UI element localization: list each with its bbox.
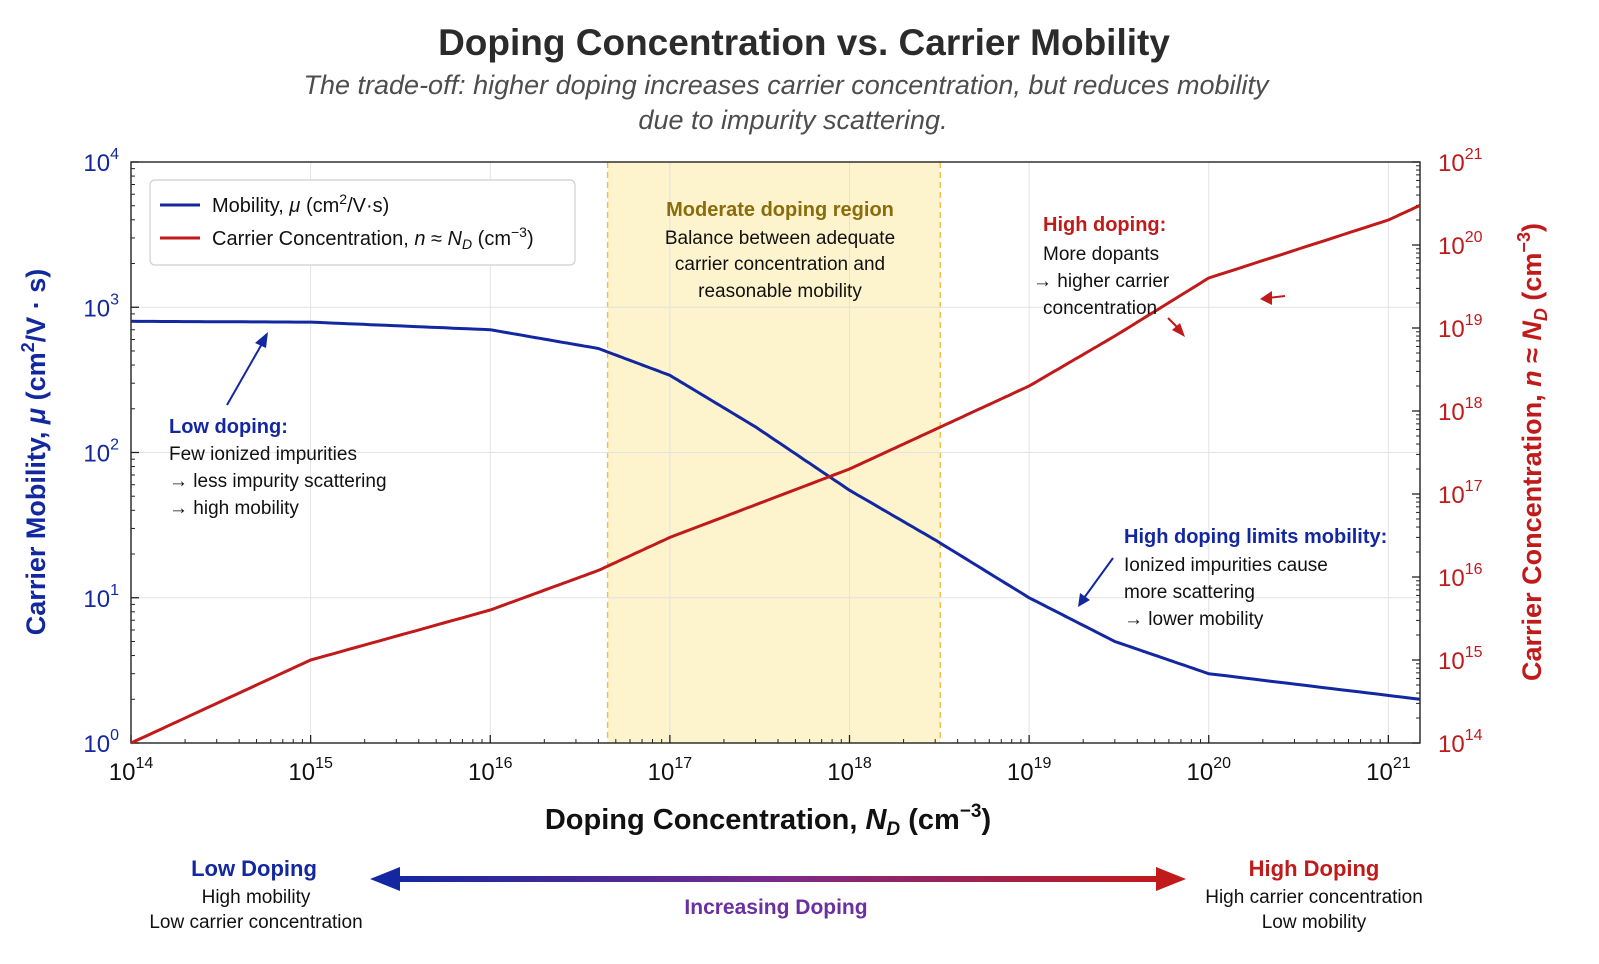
increasing-doping-arrowhead-left bbox=[370, 867, 400, 891]
chart-subtitle-line2: due to impurity scattering. bbox=[638, 105, 947, 135]
increasing-doping-arrow-shaft bbox=[392, 876, 1162, 882]
annotation-high-title: High doping: bbox=[1043, 214, 1166, 236]
annotation-limits-line1: Ionized impurities cause bbox=[1124, 555, 1328, 576]
tick-layer: 1014 1015 1016 1017 1018 1019 1020 1021 100 101 10… bbox=[83, 146, 1482, 786]
y-right-tick-label: 1016 bbox=[1438, 561, 1483, 592]
y-left-tick-label: 104 bbox=[83, 146, 119, 177]
annotation-limits-line3: → lower mobility bbox=[1124, 609, 1264, 630]
chart-title: Doping Concentration vs. Carrier Mobilit… bbox=[438, 22, 1170, 63]
y-right-tick-label: 1021 bbox=[1438, 146, 1483, 177]
y-left-tick-label: 100 bbox=[83, 727, 119, 758]
x-tick-label: 1014 bbox=[109, 755, 154, 786]
chart-subtitle-line1: The trade-off: higher doping increases c… bbox=[304, 70, 1270, 100]
legend: Mobility, μ (cm2/V·s) Carrier Concentrat… bbox=[149, 179, 576, 266]
annotation-moderate: Moderate doping region Balance between a… bbox=[665, 199, 895, 302]
legend-label-mobility: Mobility, μ (cm2/V·s) bbox=[212, 191, 389, 217]
bottom-left-line2: Low carrier concentration bbox=[149, 912, 362, 933]
x-tick-label: 1016 bbox=[468, 755, 513, 786]
bottom-left-line1: High mobility bbox=[202, 887, 311, 908]
bottom-left-title: Low Doping bbox=[191, 856, 317, 881]
y-right-tick-label: 1014 bbox=[1438, 727, 1483, 758]
increasing-doping-label: Increasing Doping bbox=[684, 896, 867, 919]
annotation-limits-line2: more scattering bbox=[1124, 582, 1255, 603]
y-right-tick-label: 1019 bbox=[1438, 312, 1483, 343]
annotation-moderate-line1: Balance between adequate bbox=[665, 228, 895, 249]
y-right-tick-label: 1018 bbox=[1438, 395, 1483, 426]
annotation-low-line1: Few ionized impurities bbox=[169, 444, 357, 465]
annotation-high-arrowhead-2 bbox=[1260, 291, 1272, 305]
bottom-right-line2: Low mobility bbox=[1262, 912, 1367, 933]
y-left-tick-label: 103 bbox=[83, 291, 119, 322]
annotation-low-doping: Low doping: Few ionized impurities → les… bbox=[169, 332, 387, 519]
annotation-low-line2: → less impurity scattering bbox=[169, 471, 387, 492]
concentration-series-line bbox=[130, 204, 1421, 745]
doping-scale: Low Doping High mobility Low carrier con… bbox=[149, 856, 1422, 933]
bottom-right-title: High Doping bbox=[1249, 856, 1380, 881]
annotation-moderate-line3: reasonable mobility bbox=[698, 281, 862, 302]
annotation-high-line3: concentration bbox=[1043, 298, 1157, 319]
legend-label-concentration: Carrier Concentration, n ≈ ND (cm−3) bbox=[212, 224, 534, 252]
y-right-tick-label: 1020 bbox=[1438, 229, 1483, 260]
increasing-doping-arrowhead-right bbox=[1156, 867, 1186, 891]
annotation-high-arrowhead bbox=[1172, 323, 1185, 337]
annotation-low-title: Low doping: bbox=[169, 416, 288, 438]
x-tick-label: 1018 bbox=[827, 755, 872, 786]
annotation-moderate-line2: carrier concentration and bbox=[675, 254, 885, 275]
annotation-low-line3: → high mobility bbox=[169, 498, 299, 519]
legend-box bbox=[149, 179, 576, 266]
y-axis-left-label: Carrier Mobility, μ (cm2/V · s) bbox=[18, 269, 51, 635]
y-axis-right-label: Carrier Concentration, n ≈ ND (cm−3) bbox=[1514, 223, 1551, 681]
x-tick-label: 1021 bbox=[1366, 755, 1411, 786]
y-left-tick-label: 102 bbox=[83, 437, 119, 468]
annotation-low-arrow bbox=[226, 341, 264, 406]
annotation-low-arrowhead bbox=[255, 332, 268, 348]
mobility-series-line bbox=[130, 319, 1421, 701]
series-layer bbox=[130, 204, 1421, 745]
y-right-tick-label: 1015 bbox=[1438, 644, 1483, 675]
x-tick-label: 1015 bbox=[288, 755, 333, 786]
bottom-right-line1: High carrier concentration bbox=[1205, 887, 1423, 908]
annotation-limits-arrow bbox=[1083, 557, 1114, 599]
annotation-moderate-title: Moderate doping region bbox=[666, 199, 894, 221]
y-right-tick-label: 1017 bbox=[1438, 478, 1483, 509]
annotation-high-doping: High doping: More dopants → higher carri… bbox=[1033, 214, 1286, 337]
annotation-limits: High doping limits mobility: Ionized imp… bbox=[1078, 526, 1387, 630]
y-left-tick-label: 101 bbox=[83, 582, 119, 613]
x-tick-label: 1020 bbox=[1186, 755, 1231, 786]
x-tick-label: 1017 bbox=[648, 755, 693, 786]
annotation-high-line1: More dopants bbox=[1043, 244, 1159, 265]
x-axis-label: Doping Concentration, ND (cm−3) bbox=[545, 801, 991, 840]
annotation-limits-title: High doping limits mobility: bbox=[1124, 526, 1387, 548]
x-tick-label: 1019 bbox=[1007, 755, 1052, 786]
annotation-limits-arrowhead bbox=[1078, 593, 1090, 607]
annotation-high-line2: → higher carrier bbox=[1033, 271, 1170, 292]
